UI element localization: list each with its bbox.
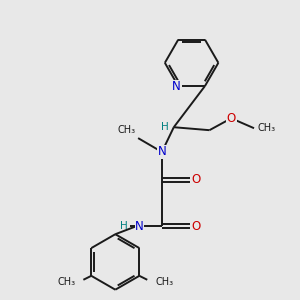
- Text: N: N: [135, 220, 144, 233]
- Text: O: O: [191, 173, 200, 186]
- Text: CH₃: CH₃: [57, 277, 75, 287]
- Text: O: O: [226, 112, 236, 125]
- Text: N: N: [158, 146, 166, 158]
- Text: H: H: [121, 221, 128, 231]
- Text: CH₃: CH₃: [155, 277, 173, 287]
- Text: H: H: [161, 122, 169, 132]
- Text: CH₃: CH₃: [257, 123, 275, 133]
- Text: CH₃: CH₃: [117, 125, 135, 135]
- Text: N: N: [172, 80, 181, 94]
- Text: O: O: [191, 220, 200, 233]
